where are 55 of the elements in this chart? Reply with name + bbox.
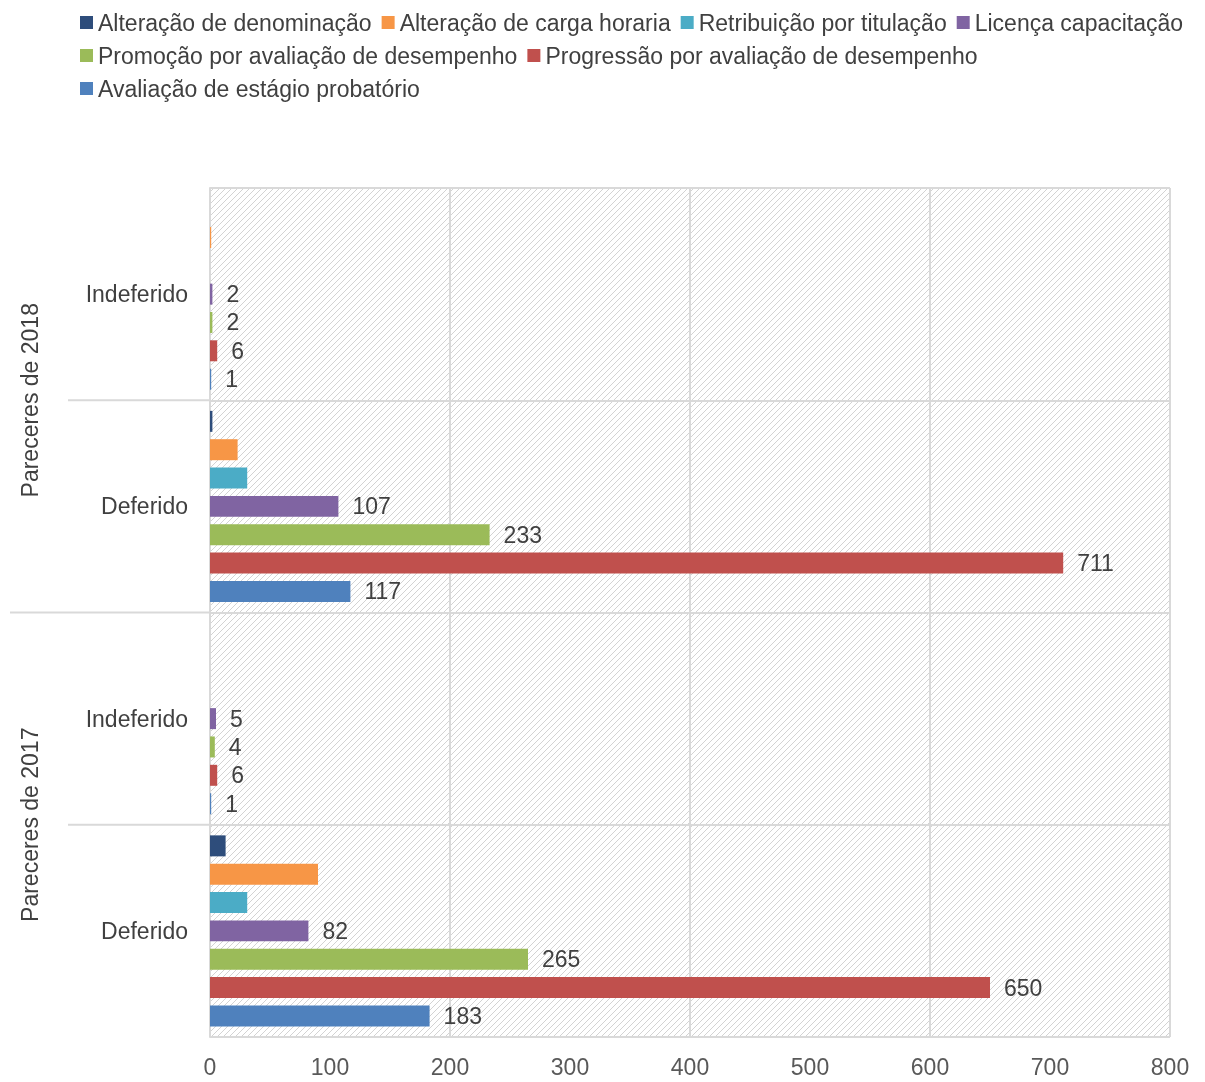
x-tick-label: 300 [550,1053,590,1080]
data-label: 5 [230,705,243,732]
legend-label: Licença capacitação [974,9,1184,36]
x-tick-label: 0 [203,1053,217,1080]
y-tick-label: Indeferido [85,705,188,732]
bar [210,524,490,546]
legend-label: Retribuição por titulação [698,9,947,36]
data-label: 1 [225,366,238,393]
legend-label: Promoção por avaliação de desempenho [98,42,518,69]
legend-label: Avaliação de estágio probatório [98,75,420,102]
legend-label: Alteração de carga horaria [399,9,671,36]
bar [210,439,238,461]
data-label: 711 [1077,550,1114,577]
y-tick-label: Indeferido [85,281,188,308]
legend-label: Progressão por avaliação de desempenho [545,42,978,69]
legend-label: Alteração de denominação [98,9,372,36]
bar [210,977,990,999]
x-tick-label: 700 [1030,1053,1070,1080]
x-tick-label: 100 [310,1053,350,1080]
bar [210,736,215,758]
x-tick-label: 600 [910,1053,950,1080]
x-tick-label: 200 [430,1053,470,1080]
bar [210,764,218,786]
data-label: 4 [228,733,242,760]
data-label: 2 [226,309,240,336]
x-tick-label: 500 [790,1053,830,1080]
data-label: 650 [1004,974,1043,1001]
data-label: 82 [322,917,348,944]
y-tick-label: Deferido [101,493,188,520]
bar [210,835,226,857]
bar [210,863,318,885]
bar [210,892,248,914]
bar [210,920,309,942]
bar [210,467,248,489]
y-tick-label: Deferido [101,917,188,944]
bar [210,495,339,517]
data-label: 265 [542,946,581,973]
bar [210,340,218,362]
x-tick-label: 800 [1150,1053,1190,1080]
x-tick-label: 400 [670,1053,710,1080]
data-label: 107 [352,493,391,520]
data-label: 2 [226,281,240,308]
bar [210,552,1064,574]
data-label: 6 [231,337,244,364]
bar [210,1005,430,1027]
text: Pareceres de 2018 [17,303,43,498]
data-label: 6 [231,762,244,789]
data-label: 233 [503,521,542,548]
data-label: 183 [443,1002,482,1029]
bar [210,948,528,970]
text: Pareceres de 2017 [17,727,43,922]
data-label: 117 [364,578,402,605]
bar [210,708,216,730]
bar [210,580,351,602]
data-label: 1 [225,790,238,817]
